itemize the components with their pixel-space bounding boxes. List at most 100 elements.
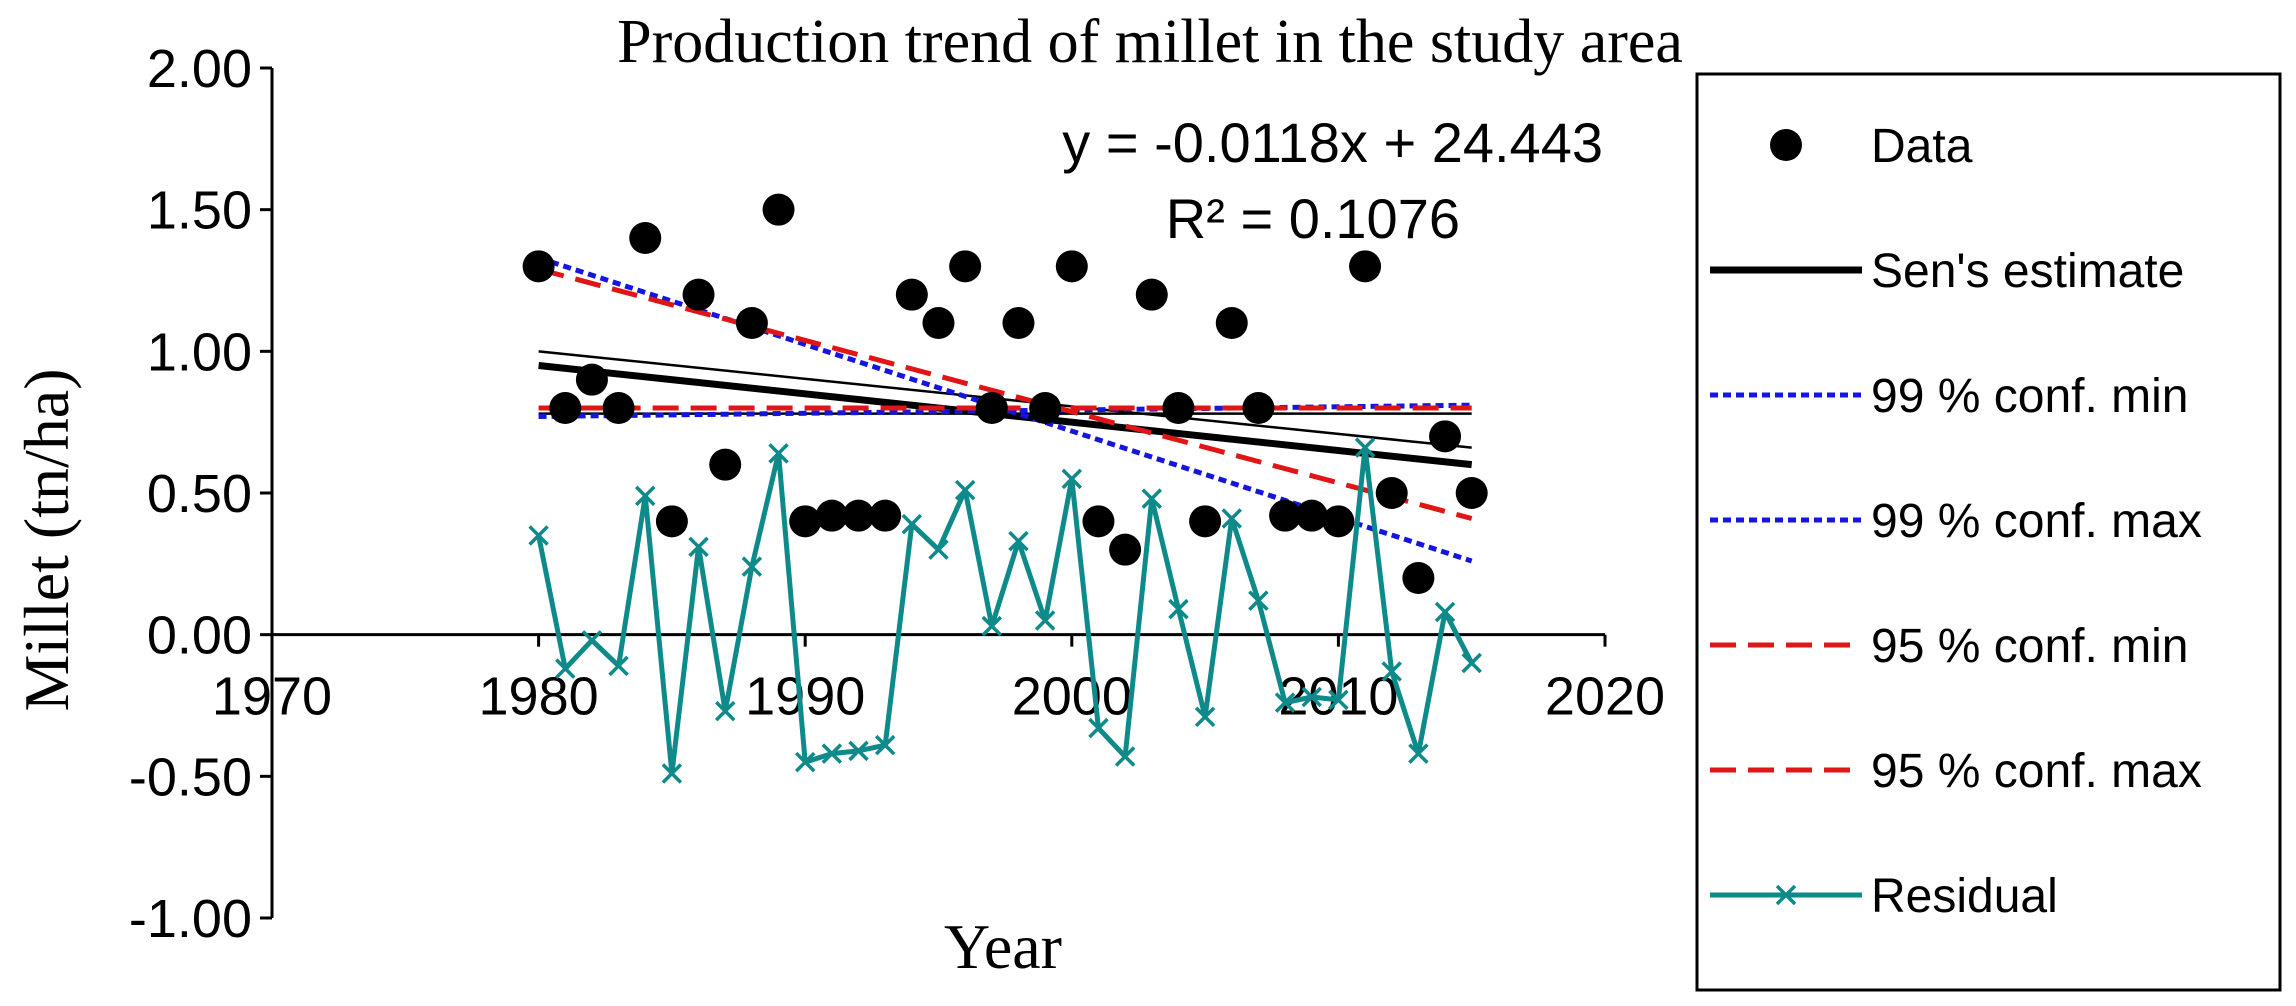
residual-point — [794, 751, 816, 773]
residual-point — [821, 743, 843, 764]
data-point — [1109, 533, 1142, 566]
residual-point — [1381, 661, 1402, 682]
data-point — [842, 499, 875, 532]
y-tick-label: 0.50 — [147, 464, 252, 524]
data-point — [655, 505, 688, 538]
residual-point — [688, 536, 709, 558]
data-point — [975, 392, 1008, 424]
data-point — [895, 278, 928, 311]
y-tick-label: 2.00 — [147, 39, 252, 99]
residual-point — [581, 630, 603, 651]
data-point — [949, 250, 982, 283]
data-point — [1375, 477, 1408, 509]
residual-point — [1274, 692, 1296, 713]
y-tick-label: -1.00 — [129, 889, 252, 949]
y-tick-label: -0.50 — [129, 747, 252, 807]
residual-point — [635, 485, 656, 507]
residual-point — [714, 700, 736, 722]
data-point — [602, 392, 635, 424]
residual-point — [1168, 598, 1189, 620]
data-point — [1055, 250, 1088, 283]
residual-point — [1061, 468, 1083, 490]
data-point — [522, 250, 555, 283]
data-point — [922, 307, 955, 339]
residual-point — [928, 539, 949, 560]
data-point — [1162, 392, 1195, 424]
legend-marker-data — [1770, 129, 1802, 161]
residual-point — [528, 525, 549, 546]
residual-point — [1328, 689, 1349, 711]
residual-point — [1034, 610, 1056, 631]
data-point — [1215, 307, 1248, 339]
residual-point — [874, 734, 896, 756]
plot-area: 2.00 1.50 1.00 0.50 0.00 -0.50 -1.00 1970 1980 19… — [129, 39, 1665, 949]
data-point — [1402, 562, 1435, 594]
residual-point — [1194, 706, 1216, 728]
data-point — [1002, 307, 1035, 339]
chart-title: Production trend of millet in the study … — [617, 8, 1683, 76]
x-tick-label: 2000 — [1012, 667, 1132, 727]
residual-point — [1088, 717, 1109, 739]
residual-point — [1141, 488, 1163, 509]
legend-label-99-conf-max: 99 % conf. max — [1871, 495, 2202, 548]
legend-label-95-conf-max: 95 % conf. max — [1871, 745, 2202, 798]
data-point — [1269, 499, 1302, 532]
data-point — [549, 392, 582, 424]
residual-point — [1301, 686, 1322, 708]
residual-point — [848, 740, 869, 762]
residual-point — [1221, 508, 1242, 529]
residual-point — [1434, 601, 1456, 623]
x-tick-label: 1990 — [745, 667, 865, 727]
data-point — [1135, 278, 1168, 311]
legend-marker-residual — [1775, 884, 1797, 906]
x-tick-label: 1970 — [212, 667, 332, 727]
data-point — [789, 505, 822, 538]
x-axis-title: Year — [944, 911, 1062, 982]
data-point — [1429, 420, 1462, 453]
y-tick-label: 1.50 — [147, 181, 252, 241]
data-point — [1349, 250, 1382, 283]
legend-label-sen-s-estimate: Sen's estimate — [1871, 245, 2184, 298]
data-point — [1322, 505, 1355, 538]
data-point — [869, 499, 902, 532]
data-point — [629, 222, 662, 254]
residual-point — [1408, 743, 1429, 764]
legend: Data Sen's estimate 99 % conf. min 99 % con… — [1710, 120, 2202, 923]
residual-point — [768, 443, 789, 464]
data-point — [682, 278, 715, 311]
data-point — [709, 448, 742, 481]
data-point — [815, 499, 848, 532]
y-axis-title: Millet (tn/ha) — [11, 368, 82, 711]
residual-line — [536, 445, 1474, 776]
legend-label-data: Data — [1871, 120, 1973, 173]
r-squared: R² = 0.1076 — [1166, 187, 1460, 250]
residual-point — [954, 479, 976, 501]
legend-box — [1695, 72, 2282, 992]
residual-point — [555, 658, 576, 679]
data-point — [1082, 505, 1115, 538]
residual-point — [901, 513, 923, 535]
data-point — [1295, 499, 1328, 532]
data-point — [1189, 505, 1222, 538]
legend-label-99-conf-min: 99 % conf. min — [1871, 370, 2188, 423]
legend-label-95-conf-min: 95 % conf. min — [1871, 620, 2188, 673]
data-point — [762, 193, 795, 226]
data-point — [1455, 477, 1488, 509]
residual-point — [1248, 590, 1269, 611]
trend-equation: y = -0.0118x + 24.443 — [1062, 111, 1603, 174]
y-tick-label: 1.00 — [147, 322, 252, 382]
x-tick-label: 2020 — [1545, 667, 1665, 727]
legend-label-residual: Residual — [1871, 870, 2058, 923]
residual-point — [608, 655, 629, 677]
data-point — [1242, 392, 1275, 424]
residual-point — [981, 615, 1003, 637]
data-point — [1029, 392, 1062, 424]
data-point — [735, 307, 768, 339]
residual-point — [1008, 530, 1029, 552]
residual-point — [1461, 652, 1482, 674]
x-tick-label: 1980 — [479, 667, 599, 727]
y-tick-label: 0.00 — [147, 606, 252, 666]
line-95-conf-min — [537, 266, 1473, 521]
residual-point — [661, 763, 683, 784]
